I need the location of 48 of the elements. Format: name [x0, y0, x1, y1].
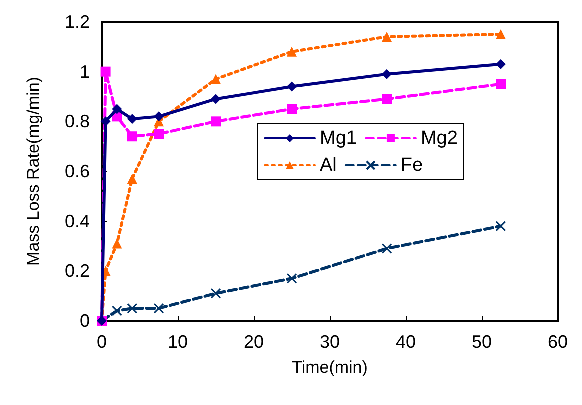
point: [127, 174, 138, 184]
legend-label: Fe: [400, 155, 424, 176]
legend-label: Al: [320, 155, 337, 176]
y-tick-label: 0.8: [64, 112, 90, 132]
point: [210, 288, 222, 299]
point: [287, 46, 297, 57]
x-tick-label: 50: [472, 332, 492, 352]
point: [287, 104, 297, 114]
point: [112, 104, 122, 114]
point: [211, 74, 221, 84]
point: [382, 94, 392, 104]
legend-label: Mg1: [320, 128, 357, 149]
point: [211, 116, 221, 127]
point: [382, 243, 392, 254]
point: [154, 129, 164, 140]
point: [211, 94, 221, 104]
point: [100, 116, 111, 127]
y-axis-title: Mass Loss Rate(mg/min): [24, 77, 43, 266]
x-tick-label: 60: [548, 332, 568, 352]
point: [127, 303, 138, 314]
point: [154, 112, 164, 122]
point: [382, 32, 392, 42]
point: [127, 132, 138, 142]
x-tick-label: 0: [96, 332, 108, 352]
point: [496, 59, 506, 70]
point: [127, 114, 138, 124]
point: [154, 303, 164, 314]
point: [382, 69, 392, 80]
point: [100, 66, 111, 77]
x-tick-label: 20: [244, 332, 264, 352]
y-tick-label: 0: [80, 311, 90, 331]
x-axis-title: Time(min): [292, 358, 368, 377]
x-tick-label: 30: [320, 332, 340, 352]
y-tick-label: 0.4: [64, 211, 90, 232]
y-tick-label: 0.6: [64, 162, 90, 182]
point: [287, 82, 297, 92]
point: [286, 273, 298, 284]
point: [496, 29, 506, 40]
point: [112, 238, 122, 249]
y-tick-label: 1.2: [64, 12, 90, 32]
point: [496, 221, 506, 232]
y-tick-label: 1: [80, 62, 90, 82]
y-tick-label: 0.2: [64, 261, 90, 282]
point: [112, 306, 122, 316]
point: [496, 79, 506, 90]
x-tick-label: 10: [168, 332, 188, 352]
legend-label: Mg2: [420, 128, 458, 149]
x-tick-label: 40: [396, 332, 416, 352]
